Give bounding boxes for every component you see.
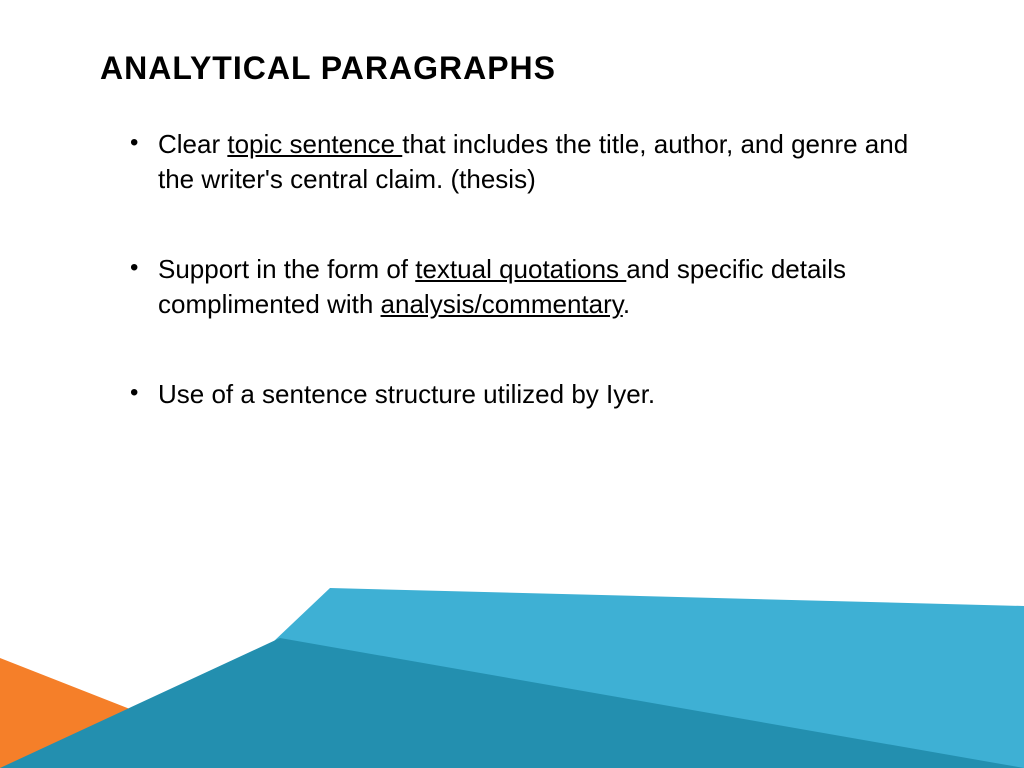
bullet-text-part: analysis/commentary (381, 289, 623, 319)
bullet-text-part: Use of a sentence structure utilized by … (158, 379, 655, 409)
teal-triangle-shape (0, 638, 1024, 768)
bullet-list: Clear topic sentence that includes the t… (100, 127, 924, 412)
bullet-text-part: textual quotations (415, 254, 626, 284)
bullet-text-part: Support in the form of (158, 254, 415, 284)
footer-decoration (0, 568, 1024, 768)
bullet-text-part: . (623, 289, 630, 319)
bullet-item: Clear topic sentence that includes the t… (130, 127, 924, 197)
slide-title: ANALYTICAL PARAGRAPHS (100, 50, 924, 87)
bullet-text-part: Clear (158, 129, 227, 159)
slide-content: ANALYTICAL PARAGRAPHS Clear topic senten… (0, 0, 1024, 412)
orange-triangle-shape (0, 658, 280, 768)
bullet-text-part: topic sentence (227, 129, 402, 159)
light-blue-triangle-shape (140, 588, 1024, 768)
bullet-item: Use of a sentence structure utilized by … (130, 377, 924, 412)
bullet-item: Support in the form of textual quotation… (130, 252, 924, 322)
